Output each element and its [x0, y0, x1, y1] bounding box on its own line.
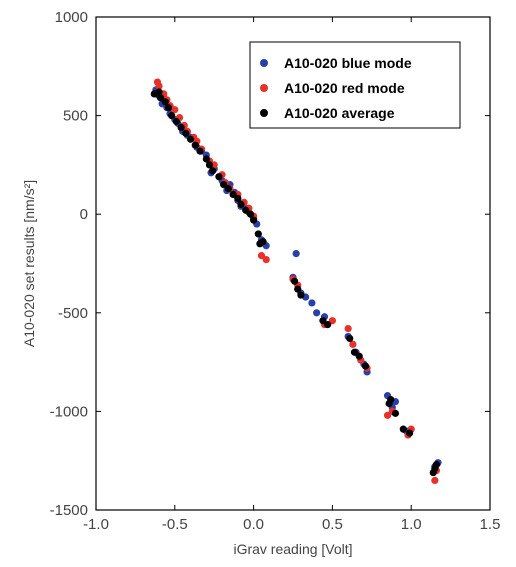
data-point	[164, 104, 173, 112]
y-tick-label: -1500	[50, 502, 88, 519]
legend-box	[249, 41, 461, 129]
data-point	[186, 135, 195, 143]
data-point	[387, 395, 395, 404]
data-point	[171, 106, 179, 114]
data-point	[177, 123, 185, 132]
data-point	[399, 425, 407, 433]
data-point	[259, 238, 267, 246]
series-2	[150, 88, 441, 477]
data-point	[224, 184, 232, 193]
data-point	[349, 340, 357, 348]
data-point	[344, 324, 352, 333]
data-point	[350, 348, 359, 356]
data-point	[202, 155, 210, 163]
data-point	[182, 129, 190, 137]
data-point	[292, 250, 300, 258]
data-point	[246, 210, 255, 218]
y-tick-label: 0	[80, 206, 88, 223]
data-point	[383, 411, 392, 419]
data-point	[319, 317, 327, 325]
data-point	[205, 161, 214, 169]
data-point	[209, 167, 217, 175]
x-tick-label: 1.5	[480, 516, 501, 533]
data-point	[361, 362, 370, 370]
data-point	[161, 98, 169, 106]
data-point	[308, 299, 316, 307]
legend-marker-red-mode	[260, 84, 268, 92]
data-point	[237, 200, 245, 208]
data-point	[262, 255, 270, 264]
data-point	[294, 285, 302, 293]
y-tick-label: -1000	[50, 403, 88, 420]
data-point	[257, 252, 266, 260]
data-point	[220, 181, 228, 189]
data-point	[328, 317, 336, 325]
data-point	[168, 112, 176, 120]
data-point	[431, 476, 439, 485]
y-tick-label: -500	[58, 305, 88, 322]
data-point	[172, 117, 180, 126]
data-point	[229, 190, 237, 199]
data-point	[155, 88, 163, 96]
data-point	[254, 230, 262, 238]
data-point	[355, 352, 363, 360]
data-point	[196, 147, 204, 155]
data-point	[391, 409, 400, 417]
data-point	[324, 321, 332, 329]
x-tick-label: 1.0	[401, 516, 422, 533]
x-tick-label: 0.5	[322, 516, 343, 533]
data-point	[242, 206, 250, 214]
data-point	[157, 94, 165, 102]
x-tick-labels: -1.0 -0.5 0.0 0.5 1.0 1.5	[83, 516, 500, 533]
y-tick-label: 500	[63, 108, 88, 125]
x-tick-label: -1.0	[83, 516, 109, 533]
legend-marker-blue-mode	[260, 59, 268, 67]
data-point	[406, 429, 414, 437]
y-tick-labels: 1000 500 0 -500 -1000 -1500	[50, 9, 88, 519]
legend-label-average: A10-020 average	[284, 105, 395, 121]
legend-marker-average	[260, 109, 268, 117]
data-points	[150, 78, 442, 485]
y-tick-label: 1000	[55, 9, 88, 26]
legend-label-red-mode: A10-020 red mode	[284, 80, 405, 96]
data-point	[191, 141, 199, 149]
data-point	[250, 216, 258, 224]
data-point	[234, 194, 242, 203]
y-axis-label: A10-020 set results [nm/s²]	[21, 180, 37, 347]
x-tick-label: 0.0	[243, 516, 264, 533]
x-tick-label: -0.5	[162, 516, 188, 533]
data-point	[215, 173, 223, 181]
legend: A10-020 blue mode A10-020 red mode A10-0…	[249, 41, 461, 129]
legend-label-blue-mode: A10-020 blue mode	[284, 55, 412, 71]
data-point	[346, 334, 354, 343]
data-point	[297, 291, 305, 299]
data-point	[313, 309, 321, 317]
tick-marks	[95, 16, 491, 511]
data-point	[432, 461, 441, 469]
data-point	[155, 82, 163, 90]
data-point	[290, 277, 299, 285]
x-axis-label: iGrav reading [Volt]	[233, 541, 352, 557]
